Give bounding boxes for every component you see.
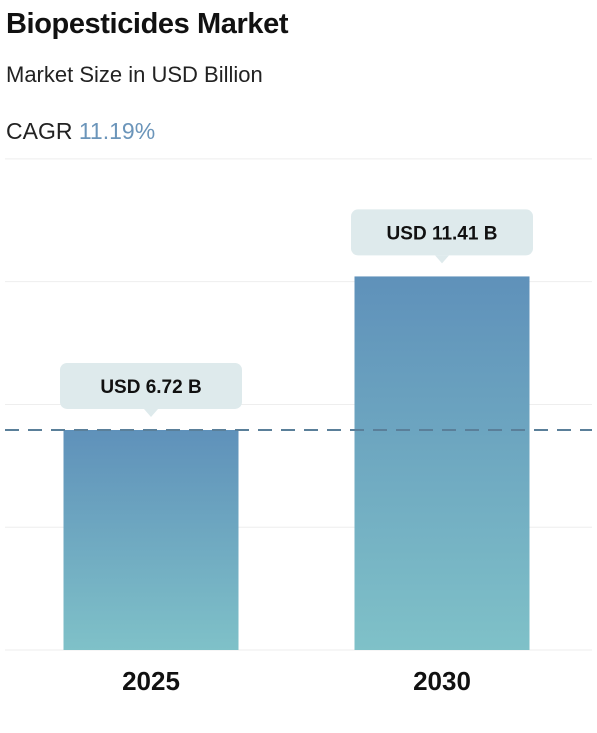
x-tick-label-2025: 2025 — [122, 666, 180, 696]
bar-2025 — [63, 429, 239, 650]
data-label-2030: USD 11.41 B — [387, 223, 498, 244]
bar-2030 — [354, 276, 530, 650]
cagr-value: 11.19% — [78, 118, 156, 144]
data-label-box-2025 — [60, 362, 242, 409]
data-label-pointer-2030 — [435, 255, 449, 264]
cagr-label: CAGR — [6, 118, 73, 144]
data-label-pointer-2025 — [144, 408, 158, 417]
data-label-box-2030 — [351, 209, 533, 256]
data-label-2025: USD 6.72 B — [100, 377, 201, 398]
chart-subtitle: Market Size in USD Billion — [6, 62, 263, 87]
cagr-text: CAGR 11.19% — [6, 118, 155, 145]
x-tick-label-2030: 2030 — [413, 666, 471, 696]
chart-title: Biopesticides Market — [6, 8, 289, 40]
